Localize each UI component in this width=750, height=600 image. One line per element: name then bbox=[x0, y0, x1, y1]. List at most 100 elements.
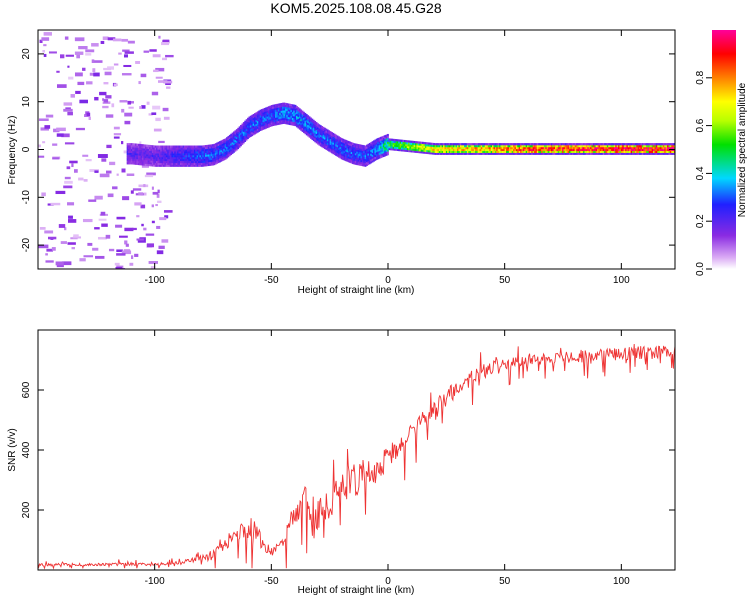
spectrogram-cell bbox=[310, 117, 312, 120]
spectrogram-cell bbox=[315, 141, 318, 144]
spectrogram-cell bbox=[270, 122, 273, 125]
spectrogram-cell bbox=[587, 148, 590, 152]
spectrogram-cell bbox=[198, 149, 200, 152]
spectrogram-cell bbox=[368, 160, 371, 163]
spectrogram-cell bbox=[158, 160, 161, 164]
spectrogram-cell bbox=[553, 152, 556, 155]
spectrogram-cell bbox=[198, 164, 200, 167]
spectrogram-cell bbox=[326, 135, 329, 138]
spectrogram-cell bbox=[573, 148, 576, 152]
spectrogram-cell bbox=[438, 143, 441, 146]
spectrogram-cell bbox=[492, 152, 494, 155]
spectrogram-cell bbox=[284, 104, 287, 107]
spectrogram-cell bbox=[335, 153, 338, 156]
spectrogram-cell bbox=[346, 155, 349, 158]
spectrogram-cell bbox=[643, 145, 646, 148]
spectrogram-cell bbox=[668, 152, 671, 155]
spectrogram-cell bbox=[479, 150, 482, 153]
spectrogram-cell bbox=[220, 157, 223, 160]
spectrogram-cell bbox=[146, 144, 149, 147]
spectrogram-cell bbox=[255, 129, 258, 132]
spectrogram-cell bbox=[143, 155, 146, 159]
spectrogram-cell bbox=[251, 114, 254, 118]
spectrogram-cell bbox=[175, 151, 178, 154]
spectrogram-cell bbox=[249, 129, 252, 132]
spectrogram-cell bbox=[447, 146, 450, 150]
colorbar-tick-label: 0.0 bbox=[695, 262, 706, 276]
spectrogram-cell bbox=[552, 146, 555, 150]
spectrogram-cell bbox=[566, 143, 569, 146]
spectrogram-cell bbox=[136, 151, 139, 154]
spectrogram-cell bbox=[417, 141, 420, 144]
spectrogram-cell bbox=[577, 152, 580, 155]
spectrogram-cell bbox=[623, 145, 626, 148]
spectrogram-cell bbox=[319, 138, 322, 141]
spectrogram-cell bbox=[380, 140, 382, 143]
spectrogram-cell bbox=[294, 120, 297, 123]
spectrogram-cell bbox=[312, 133, 315, 136]
spectrogram-cell bbox=[360, 158, 363, 161]
spectrogram-cell bbox=[338, 145, 340, 149]
spectrogram-cell bbox=[324, 131, 326, 134]
spectrogram-cell bbox=[47, 236, 57, 240]
spectrogram-cell bbox=[368, 158, 371, 161]
spectrogram-cell bbox=[520, 150, 522, 153]
spectrogram-cell bbox=[200, 151, 203, 154]
spectrogram-cell bbox=[360, 161, 363, 165]
spectrogram-cell bbox=[184, 151, 186, 154]
spectrogram-cell bbox=[606, 146, 609, 150]
spectrogram-cell bbox=[217, 153, 220, 156]
spectrogram-cell bbox=[543, 152, 546, 155]
spectrogram-cell bbox=[319, 142, 322, 145]
spectrogram-cell bbox=[212, 159, 214, 162]
spectrogram-cell bbox=[660, 152, 662, 155]
spectrogram-cell bbox=[391, 146, 394, 149]
spectrogram-cell bbox=[310, 130, 312, 134]
spectrogram-cell bbox=[86, 81, 93, 85]
spectrogram-cell bbox=[609, 143, 612, 146]
spectrogram-cell bbox=[248, 131, 251, 135]
spectrogram-cell bbox=[377, 147, 380, 150]
spectrogram-cell bbox=[513, 152, 515, 155]
spectrogram-cell bbox=[279, 103, 282, 106]
spectrogram-cell bbox=[574, 148, 577, 152]
spectrogram-cell bbox=[598, 143, 601, 146]
spectrogram-cell bbox=[298, 127, 301, 130]
spectrogram-cell bbox=[597, 146, 599, 150]
spectrogram-cell bbox=[648, 148, 651, 152]
spectrogram-cell bbox=[212, 148, 214, 151]
spectrogram-cell bbox=[440, 150, 443, 153]
spectrogram-cell bbox=[65, 54, 74, 57]
spectrogram-cell bbox=[321, 139, 324, 142]
spectrogram-cell bbox=[273, 108, 276, 111]
spectrogram-cell bbox=[217, 151, 220, 154]
spectrogram-cell bbox=[290, 119, 293, 122]
spectrogram-cell bbox=[223, 158, 226, 161]
spectrogram-cell bbox=[143, 146, 146, 149]
spectrogram-cell bbox=[326, 139, 329, 142]
spectrogram-cell bbox=[146, 161, 149, 165]
spectrogram-cell bbox=[419, 143, 422, 146]
spectrogram-cell bbox=[447, 148, 450, 152]
spectrogram-cell bbox=[230, 147, 233, 150]
spectrogram-cell bbox=[437, 146, 440, 150]
spectrogram-cell bbox=[525, 145, 528, 148]
spectrogram-cell bbox=[608, 143, 611, 146]
spectrogram-cell bbox=[479, 143, 482, 146]
spectrogram-cell bbox=[352, 146, 354, 149]
spectrogram-cell bbox=[620, 148, 623, 152]
spectrogram-cell bbox=[440, 146, 443, 150]
spectrogram-cell bbox=[396, 148, 399, 152]
spectrogram-cell bbox=[507, 152, 510, 155]
spectrogram-cell bbox=[167, 164, 170, 167]
spectrogram-cell bbox=[258, 125, 261, 129]
spectrogram-cell bbox=[347, 144, 350, 148]
spectrogram-cell bbox=[342, 152, 345, 155]
spectrogram-cell bbox=[283, 119, 286, 122]
spectrogram-cell bbox=[157, 189, 160, 194]
spectrogram-cell bbox=[594, 148, 597, 152]
spectrogram-cell bbox=[158, 145, 161, 148]
spectrogram-cell bbox=[457, 145, 459, 148]
spectrogram-cell bbox=[578, 146, 581, 150]
spectrogram-ytick-label: 0 bbox=[21, 146, 32, 152]
